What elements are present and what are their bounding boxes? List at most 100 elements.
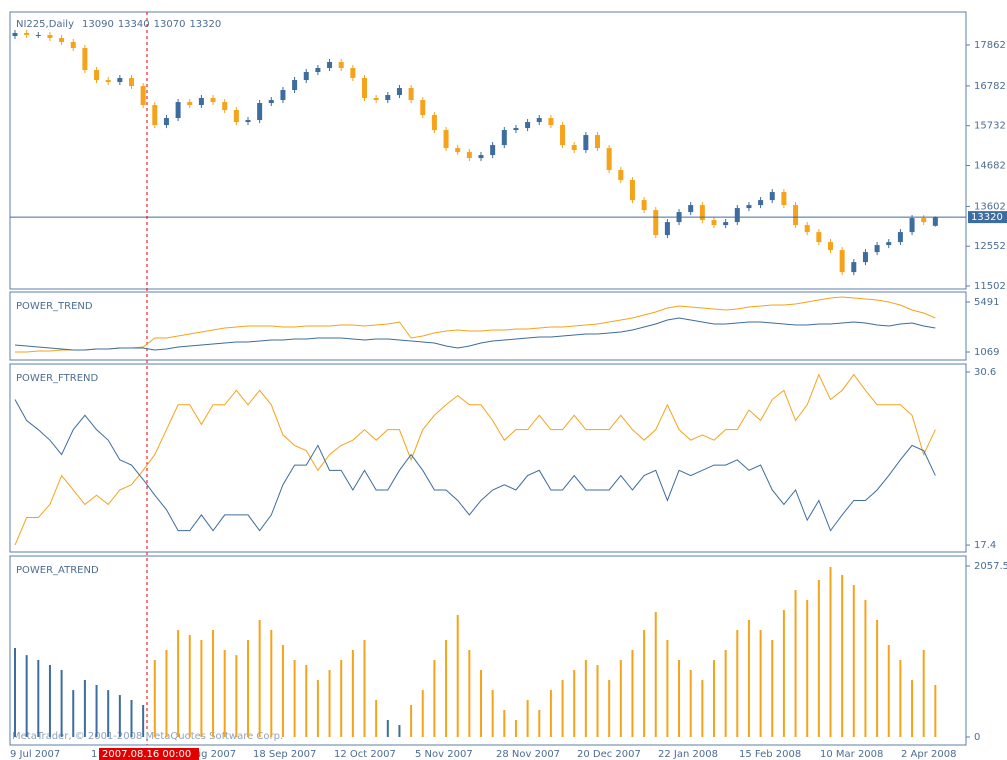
candle-body <box>478 155 484 159</box>
x-tick-label: 22 Jan 2008 <box>658 749 718 760</box>
candle-body <box>932 217 938 226</box>
candle-body <box>501 130 507 146</box>
x-tick-label: 10 Mar 2008 <box>820 749 883 760</box>
copyright: MetaTrader, © 2001-2008 MetaQuotes Softw… <box>12 731 283 742</box>
candle-body <box>466 152 472 159</box>
candle-body <box>816 232 822 243</box>
candle-body <box>897 232 903 243</box>
y-tick-label: 13602 <box>974 201 1006 212</box>
last-open: 13090 <box>82 19 114 30</box>
x-tick-label: 9 Jul 2007 <box>10 749 60 760</box>
candle-body <box>117 78 123 83</box>
candle-body <box>280 90 286 101</box>
candle-body <box>129 78 134 87</box>
candle-body <box>70 42 76 48</box>
last-close: 13320 <box>189 19 221 30</box>
candle-body <box>839 250 845 273</box>
candle-body <box>210 98 216 103</box>
y-tick-label: 11502 <box>974 281 1006 292</box>
candle-body <box>804 225 810 233</box>
candle-body <box>222 102 228 111</box>
candle-body <box>303 72 309 81</box>
candle-body <box>734 208 740 223</box>
candle-body <box>24 32 30 36</box>
candle-body <box>408 88 414 101</box>
indicator-title: POWER_ATREND <box>16 565 99 576</box>
x-tick-label: 20 Dec 2007 <box>577 749 641 760</box>
candle-body <box>746 205 752 209</box>
candle-body <box>758 200 764 206</box>
y-tick-label: 5491 <box>974 297 999 308</box>
candle-body <box>233 110 239 123</box>
candle-body <box>12 32 18 36</box>
indicator-line <box>14 399 936 532</box>
candle-body <box>723 222 729 226</box>
candle-body <box>455 148 461 153</box>
x-tick-label: 15 Feb 2008 <box>739 749 801 760</box>
last-low: 13070 <box>154 19 186 30</box>
candle-body <box>793 205 799 226</box>
candle-body <box>560 125 566 146</box>
candle-body <box>59 37 65 43</box>
candle-body <box>571 145 577 151</box>
y-tick-label: 2057.5 <box>974 561 1007 572</box>
candle-body <box>525 122 531 129</box>
y-tick-label: 30.6 <box>974 367 996 378</box>
y-tick-label: 0 <box>974 732 980 743</box>
indicator-title: POWER_TREND <box>16 301 93 312</box>
candle-body <box>583 135 589 151</box>
candle-body <box>513 128 519 131</box>
candle-body <box>140 86 146 106</box>
y-tick-label: 16782 <box>974 81 1006 92</box>
candle-body <box>548 118 554 126</box>
candle-body <box>152 105 158 126</box>
candle-body <box>431 115 437 131</box>
candle-body <box>105 80 111 83</box>
x-tick-label: 24 Aug 2007 <box>172 749 236 760</box>
chart-header: NI225,Daily 13090 13340 13070 13320 <box>16 19 221 30</box>
candle-body <box>595 135 600 149</box>
candle-body <box>292 80 298 91</box>
candle-body <box>268 100 274 104</box>
candle-body <box>536 118 542 123</box>
x-tick-label: 28 Nov 2007 <box>496 749 560 760</box>
indicator-line <box>14 373 936 546</box>
candle-body <box>851 262 857 273</box>
candle-body <box>688 205 694 213</box>
x-tick-label: 5 Nov 2007 <box>415 749 473 760</box>
price-label: 13320 <box>971 212 1003 223</box>
candle-body <box>618 170 624 181</box>
indicator-line <box>15 296 936 353</box>
candle-body <box>175 102 181 119</box>
candle-body <box>886 242 892 246</box>
panel-frame <box>9 291 967 361</box>
candle-body <box>769 192 775 201</box>
candle-body <box>490 145 496 156</box>
candle-body <box>443 130 449 149</box>
candle-body <box>385 95 391 101</box>
crosshair-label: 2007.08.16 00:00 <box>102 749 191 760</box>
candle-body <box>874 245 880 253</box>
indicator-line <box>14 317 936 351</box>
candle-body <box>327 62 333 69</box>
candle-body <box>94 70 100 81</box>
candle-body <box>711 220 717 226</box>
candle-body <box>909 218 915 233</box>
candle-body <box>781 192 787 206</box>
candle-body <box>187 102 193 106</box>
panel-frame <box>9 363 967 553</box>
candle-body <box>362 78 367 99</box>
candle-body <box>82 47 88 71</box>
candle-body <box>315 68 321 73</box>
candle-body <box>921 218 927 223</box>
candle-body <box>396 88 402 96</box>
candle-body <box>629 180 635 201</box>
y-tick-label: 1069 <box>974 347 999 358</box>
y-tick-label: 17862 <box>974 40 1006 51</box>
candle-body <box>245 120 251 123</box>
x-tick-label: 12 Oct 2007 <box>334 749 396 760</box>
y-tick-label: 12552 <box>974 241 1006 252</box>
candle-body <box>47 35 53 38</box>
candle-body <box>338 62 344 69</box>
